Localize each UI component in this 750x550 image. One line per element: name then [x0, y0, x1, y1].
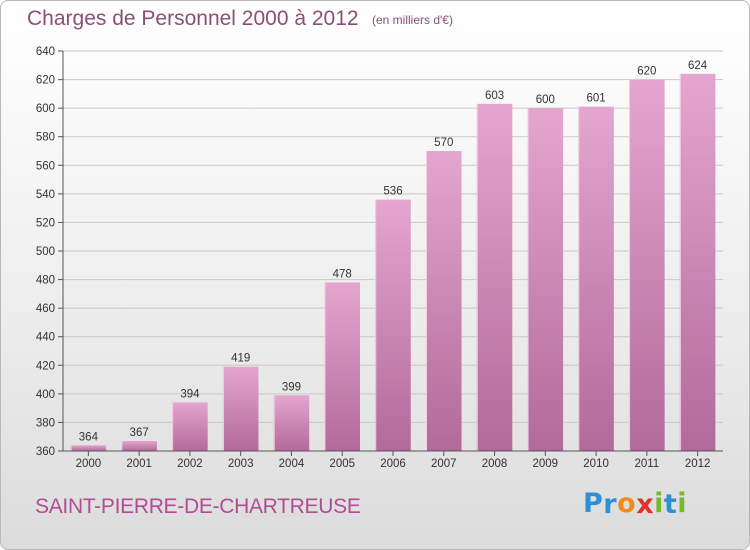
y-tick-label: 540 — [36, 189, 55, 201]
bars — [70, 73, 716, 452]
data-label-2002: 394 — [180, 388, 200, 400]
proxiti-logo[interactable]: Proxiti — [583, 488, 688, 520]
bar-2005 — [324, 282, 360, 451]
y-tick-label: 400 — [36, 389, 55, 401]
data-label-2008: 603 — [485, 90, 504, 102]
logo-letter: o — [617, 488, 637, 519]
x-tick-label-2011: 2011 — [634, 458, 659, 470]
x-tick-label-2003: 2003 — [228, 458, 254, 470]
bar-2000 — [70, 445, 107, 451]
data-label-2001: 367 — [130, 427, 149, 439]
y-tick-label: 520 — [36, 217, 55, 229]
data-label-2006: 536 — [383, 186, 402, 198]
logo-letter: r — [603, 489, 618, 520]
bar-2008 — [476, 103, 513, 451]
x-tick-label-2005: 2005 — [329, 458, 355, 470]
x-tick-label-2007: 2007 — [431, 458, 457, 470]
y-tick-label: 380 — [36, 417, 55, 429]
x-tick-label-2006: 2006 — [380, 458, 406, 470]
x-tick-label-2008: 2008 — [482, 458, 508, 470]
y-tick-label: 620 — [36, 75, 55, 87]
chart-title: Charges de Personnel 2000 à 2012 — [27, 7, 359, 30]
data-label-2011: 620 — [637, 66, 656, 78]
y-tick-label: 420 — [36, 360, 55, 372]
x-tick-label-2004: 2004 — [279, 458, 305, 470]
bar-2009 — [527, 108, 564, 452]
data-labels: 364 367 394 419 399 478 536 570 603 600 601 620 624 — [79, 60, 708, 443]
data-label-2003: 419 — [231, 353, 250, 365]
x-tick-label-2012: 2012 — [685, 458, 711, 470]
data-label-2009: 600 — [536, 94, 555, 106]
x-tick-label-2010: 2010 — [583, 458, 609, 470]
bar-2003 — [222, 366, 259, 451]
bar-2001 — [121, 441, 157, 451]
data-label-2007: 570 — [434, 137, 453, 149]
x-tick-label-2009: 2009 — [533, 458, 559, 470]
logo-letter: P — [583, 488, 604, 519]
data-label-2005: 478 — [333, 268, 352, 280]
x-axis-tick-labels: 2000 2001 2002 2003 2004 2005 2006 2007 2008 2009… — [76, 451, 711, 470]
x-tick-label-2002: 2002 — [177, 458, 203, 470]
logo-letter: t — [663, 489, 678, 520]
data-label-2004: 399 — [282, 381, 301, 393]
bar-2012 — [679, 73, 716, 451]
bar-2010 — [578, 106, 614, 451]
data-label-2000: 364 — [79, 431, 99, 443]
y-tick-label: 440 — [36, 332, 55, 344]
x-tick-label-2000: 2000 — [76, 458, 102, 470]
logo-letter: i — [654, 488, 664, 519]
y-axis-tick-labels: 360 380 400 420 440 460 480 500 520 540 560 580 600 6… — [36, 46, 55, 458]
bar-2007 — [426, 151, 462, 451]
y-tick-label: 600 — [36, 103, 55, 115]
y-tick-label: 560 — [36, 160, 55, 172]
unit-label: (en milliers d'€) — [372, 13, 453, 27]
commune-name: SAINT-PIERRE-DE-CHARTREUSE — [35, 495, 361, 518]
x-tick-label-2001: 2001 — [126, 458, 152, 470]
y-tick-label: 460 — [36, 303, 55, 315]
bar-2006 — [375, 199, 411, 451]
data-label-2010: 601 — [586, 93, 605, 105]
y-tick-label: 500 — [36, 246, 55, 258]
logo-letter: x — [636, 489, 655, 520]
logo-letter: i — [677, 488, 688, 519]
y-tick-label: 580 — [36, 132, 55, 144]
bar-2011 — [629, 79, 665, 452]
y-tick-label: 360 — [36, 446, 55, 458]
y-tick-label: 640 — [36, 46, 55, 58]
bar-2004 — [273, 395, 310, 451]
bar-2002 — [172, 402, 208, 451]
data-label-2012: 624 — [688, 60, 708, 72]
y-tick-label: 480 — [36, 275, 55, 287]
